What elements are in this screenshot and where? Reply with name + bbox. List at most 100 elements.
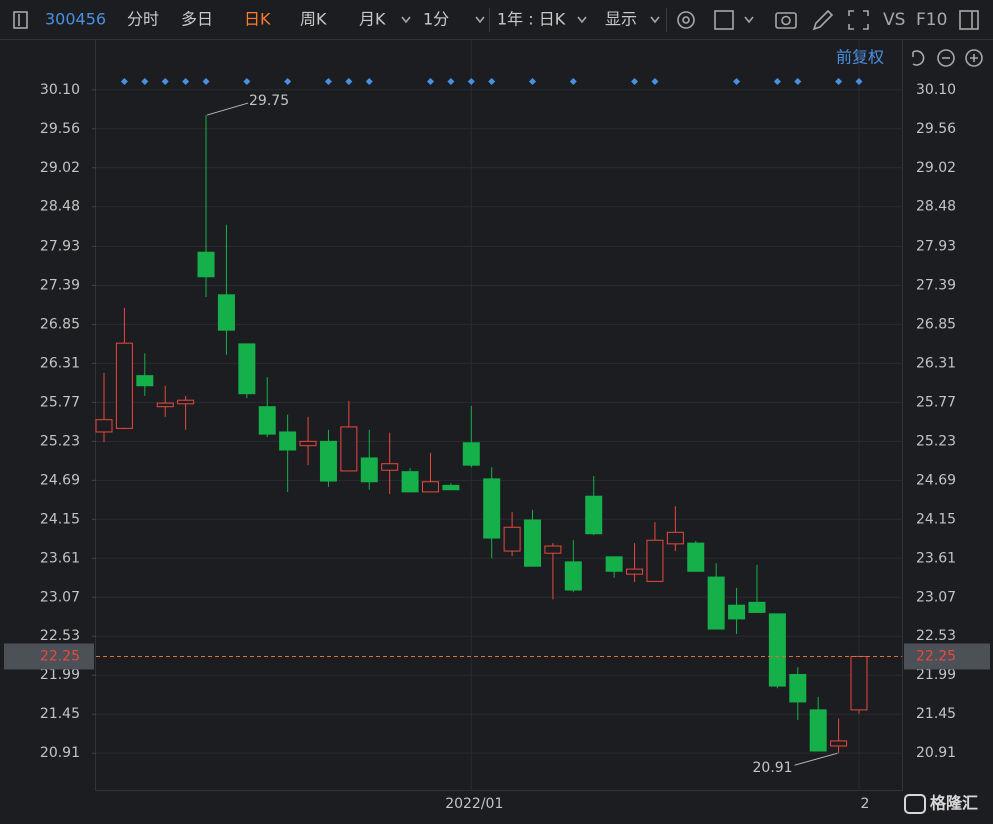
candle-body (197, 251, 215, 278)
y2-tick-label: 28.48 (916, 199, 956, 215)
event-marker (365, 78, 373, 85)
candle-body (707, 576, 725, 630)
overlay-icon[interactable] (714, 10, 734, 30)
tab[interactable]: 多日 (181, 10, 213, 29)
event-marker (284, 78, 292, 85)
event-marker (855, 78, 863, 85)
candle-body (748, 601, 766, 613)
candle-body (115, 342, 133, 429)
y2-tick-label: 24.69 (916, 472, 956, 488)
y-tick-label: 29.02 (40, 160, 80, 176)
candle-body (299, 440, 317, 447)
zoom-in-plus (970, 54, 978, 62)
event-marker (794, 78, 802, 85)
event-marker (651, 78, 659, 85)
tab[interactable]: 分时 (127, 10, 159, 29)
x-tick-label: 2 (861, 796, 870, 812)
chevron (577, 16, 587, 24)
y2-tick-label: 21.99 (916, 667, 956, 683)
candle-body (728, 604, 746, 620)
event-marker (835, 78, 843, 85)
y-tick-label: 28.48 (40, 199, 80, 215)
event-marker (569, 78, 577, 85)
y2-tick-label: 25.77 (916, 394, 956, 410)
y2-tick-label: 29.02 (916, 160, 956, 176)
period-select[interactable]: 1分 (423, 10, 449, 29)
y-tick-label: 21.45 (40, 706, 80, 722)
event-marker (345, 78, 353, 85)
candle-body (360, 457, 378, 483)
y2-tick-label: 26.85 (916, 316, 956, 332)
y-tick-label: 21.99 (40, 667, 80, 683)
logo-text: 格隆汇 (930, 794, 978, 813)
fullscreen-icon[interactable] (848, 10, 869, 30)
candle-body (95, 419, 113, 433)
candle-body (768, 613, 786, 687)
y2-tick-label: 23.61 (916, 550, 956, 566)
range-select[interactable]: 1年 : 日K (497, 10, 566, 29)
y2-tick-label: 20.91 (916, 745, 956, 761)
y-tick-label: 26.31 (40, 355, 80, 371)
candle-body (421, 481, 439, 493)
y-tick-label: 25.77 (40, 394, 80, 410)
event-marker (324, 78, 332, 85)
event-marker (161, 78, 169, 85)
candle-body (809, 709, 827, 752)
tab[interactable]: 周K (300, 10, 327, 29)
event-marker (426, 78, 434, 85)
tab[interactable]: 月K (359, 10, 386, 29)
adjust-select[interactable]: 前复权 (836, 48, 884, 67)
vs-button[interactable]: VS (883, 10, 905, 30)
y-tick-label: 27.39 (40, 277, 80, 293)
y-tick-label: 25.23 (40, 433, 80, 449)
price-tag-left: 22.25 (40, 648, 80, 664)
panel-icon[interactable] (959, 10, 979, 30)
price-tag-box (904, 643, 990, 670)
y-tick-label: 20.91 (40, 745, 80, 761)
x-tick-label: 2022/01 (445, 796, 503, 812)
candle-body (503, 526, 521, 552)
y-tick-label: 22.53 (40, 628, 80, 644)
candle-body (585, 495, 603, 535)
sidebar-icon[interactable] (13, 11, 28, 29)
y2-tick-label: 27.93 (916, 238, 956, 254)
y2-tick-label: 26.31 (916, 355, 956, 371)
event-marker (141, 78, 149, 85)
event-marker (182, 78, 190, 85)
chevron (401, 16, 411, 24)
y2-tick-label: 30.10 (916, 82, 956, 98)
y-tick-label: 30.10 (40, 82, 80, 98)
candle-body (830, 740, 848, 747)
price-tag-box (4, 643, 94, 670)
y2-tick-label: 21.45 (916, 706, 956, 722)
y-tick-label: 23.07 (40, 589, 80, 605)
stock-code[interactable]: 300456 (45, 10, 106, 29)
y-tick-label: 29.56 (40, 121, 80, 137)
candle-body (136, 375, 154, 387)
candle-body (258, 406, 276, 435)
event-marker (488, 78, 496, 85)
display-select[interactable]: 显示 (605, 10, 637, 29)
candle-body (319, 440, 337, 482)
candle-body (544, 545, 562, 554)
candle-body (217, 294, 235, 331)
tab-active[interactable]: 日K (244, 10, 271, 29)
zoom-out-icon[interactable] (937, 49, 955, 67)
candle-body (462, 442, 480, 466)
low-leader (794, 752, 838, 766)
candle-body (564, 561, 582, 591)
y2-tick-label: 22.53 (916, 628, 956, 644)
plot: 30.10 30.10 29.56 29.56 29.02 29.02 28.48 28.48… (4, 40, 990, 812)
f10-button[interactable]: F10 (916, 10, 947, 30)
draw-icon[interactable] (812, 9, 834, 31)
price-tag-right: 22.25 (916, 648, 956, 664)
camera-icon[interactable] (775, 12, 797, 29)
settings-icon[interactable] (677, 11, 695, 29)
reset-icon[interactable] (912, 50, 925, 66)
event-marker (447, 78, 455, 85)
candle-body (401, 471, 419, 493)
settings-icon-core (682, 16, 690, 24)
y-tick-label: 26.85 (40, 316, 80, 332)
zoom-in-icon[interactable] (965, 49, 983, 67)
